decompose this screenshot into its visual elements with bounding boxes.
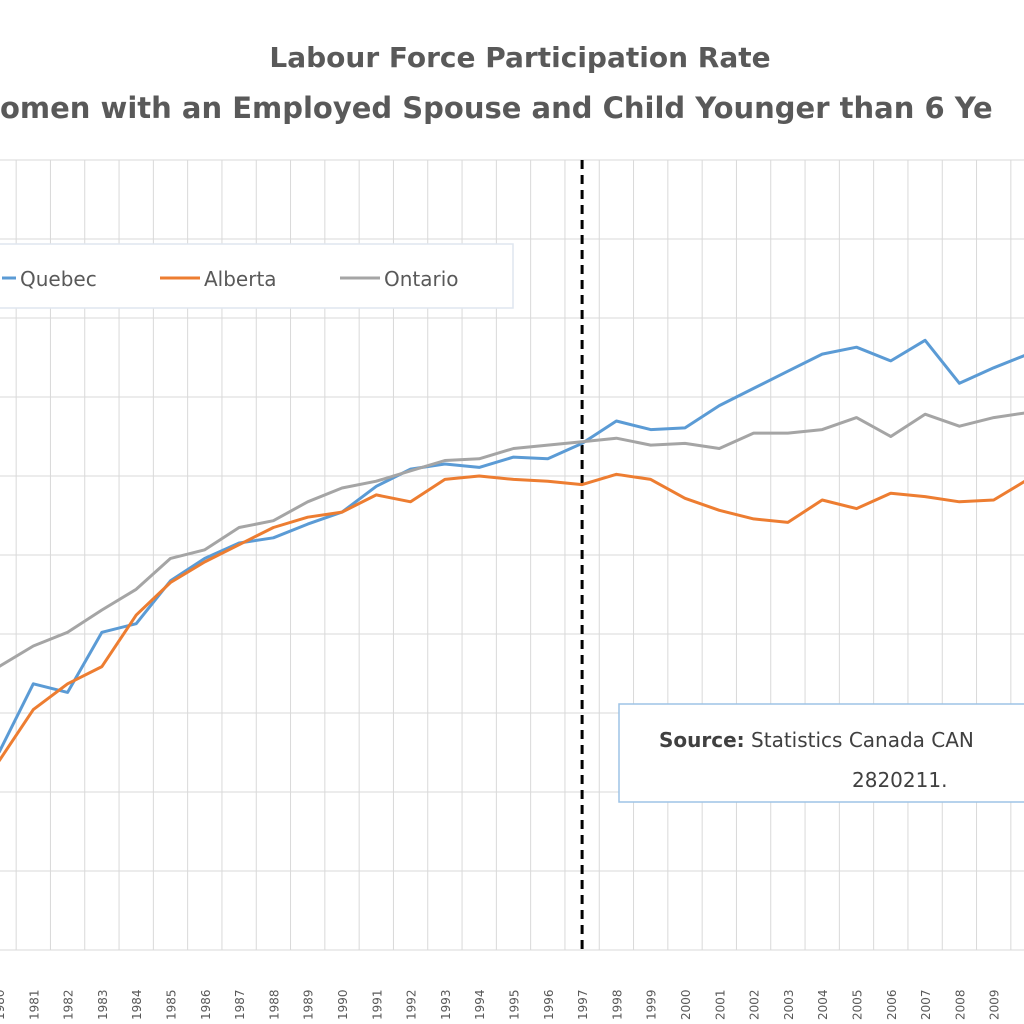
source-bold: Source: (659, 728, 745, 752)
legend-box (0, 243, 514, 309)
legend: Quebec Alberta Ontario (0, 243, 514, 309)
legend-label-ontario: Ontario (384, 267, 459, 291)
legend-label-quebec: Quebec (20, 267, 97, 291)
x-tick-label: 1997 (576, 989, 590, 1020)
x-tick-label: 2003 (782, 989, 796, 1020)
x-tick-label: 1992 (405, 989, 419, 1020)
x-tick-label: 1988 (267, 989, 281, 1020)
x-tick-label: 2010 (1022, 989, 1024, 1020)
x-tick-label: 1987 (233, 989, 247, 1020)
x-tick-label: 1981 (27, 989, 41, 1020)
x-tick-label: 2002 (748, 989, 762, 1020)
x-tick-label: 1996 (542, 989, 556, 1020)
chart-title: Labour Force Participation Rate (269, 41, 770, 74)
x-tick-label: 1986 (199, 989, 213, 1020)
x-tick-label: 2004 (816, 989, 830, 1020)
chart-subtitle: omen with an Employed Spouse and Child Y… (0, 91, 993, 125)
x-tick-label: 1990 (336, 989, 350, 1020)
x-tick-label: 1982 (62, 989, 76, 1020)
source-text-line2: 2820211. (852, 768, 947, 792)
legend-label-alberta: Alberta (204, 267, 277, 291)
x-tick-label: 2009 (988, 989, 1002, 1020)
x-tick-label: 1991 (370, 989, 384, 1020)
x-tick-label: 1995 (508, 989, 522, 1020)
x-tick-label: 1989 (302, 989, 316, 1020)
x-tick-label: 1999 (645, 989, 659, 1020)
x-tick-label: 1985 (165, 989, 179, 1020)
x-tick-label: 1994 (473, 989, 487, 1020)
source-text-line1: Source: Statistics Canada CAN (659, 728, 974, 752)
source-rest: Statistics Canada CAN (745, 728, 974, 752)
x-tick-labels: 1980 1981 1982 1983 1984 1985 1986 1987 1988 1989… (0, 989, 1024, 1020)
x-tick-label: 1980 (0, 989, 7, 1020)
x-tick-label: 2007 (919, 989, 933, 1020)
x-tick-label: 1998 (610, 989, 624, 1020)
x-tick-label: 1993 (439, 989, 453, 1020)
source-annotation: Source: Statistics Canada CAN 2820211. (618, 703, 1024, 803)
x-tick-label: 2005 (851, 989, 865, 1020)
x-tick-label: 2006 (885, 989, 899, 1020)
x-tick-label: 1984 (130, 989, 144, 1020)
x-tick-label: 2001 (713, 989, 727, 1020)
x-tick-label: 2000 (679, 989, 693, 1020)
x-tick-label: 1983 (96, 989, 110, 1020)
series-group (0, 338, 1024, 762)
source-box (618, 703, 1024, 803)
x-tick-label: 2008 (953, 989, 967, 1020)
